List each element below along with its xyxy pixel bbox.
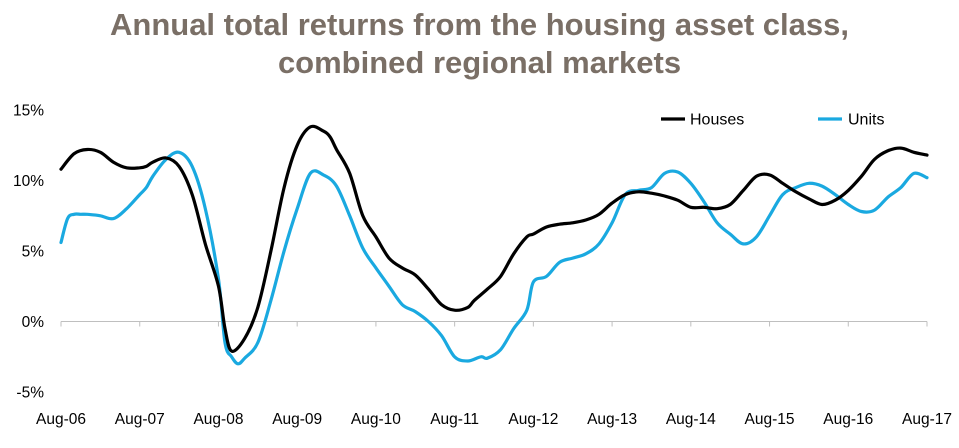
x-tick-label: Aug-10 bbox=[351, 411, 401, 428]
y-tick-label: 15% bbox=[13, 103, 44, 120]
x-tick-label: Aug-16 bbox=[823, 411, 873, 428]
series-line-houses bbox=[59, 124, 929, 353]
x-tick-label: Aug-15 bbox=[745, 411, 795, 428]
series-layer bbox=[59, 124, 929, 366]
y-tick-label: -5% bbox=[16, 385, 44, 402]
series-line-units bbox=[59, 150, 929, 366]
y-tick-label: 5% bbox=[22, 244, 45, 261]
x-tick-label: Aug-06 bbox=[36, 411, 86, 428]
y-tick-label: 0% bbox=[22, 314, 45, 331]
chart-title-line-1: Annual total returns from the housing as… bbox=[110, 7, 849, 42]
y-tick-label: 10% bbox=[13, 173, 44, 190]
x-tick-label: Aug-13 bbox=[587, 411, 637, 428]
legend-label-houses: Houses bbox=[690, 112, 744, 129]
chart-title-line-2: combined regional markets bbox=[277, 45, 682, 80]
axes: Aug-06 Aug-07 Aug-08 Aug-09 Aug-10 Aug-11 Aug-… bbox=[13, 103, 952, 429]
x-tick-label: Aug-14 bbox=[666, 411, 716, 428]
chart-title: Annual total returns from the housing as… bbox=[0, 6, 959, 82]
x-tick-label: Aug-08 bbox=[193, 411, 243, 428]
x-tick-label: Aug-12 bbox=[508, 411, 558, 428]
x-tick-label: Aug-07 bbox=[115, 411, 165, 428]
x-tick-label: Aug-09 bbox=[272, 411, 322, 428]
legend: Houses Units bbox=[661, 112, 884, 129]
legend-label-units: Units bbox=[848, 112, 884, 129]
x-tick-label: Aug-17 bbox=[902, 411, 952, 428]
x-tick-label: Aug-11 bbox=[430, 411, 479, 428]
